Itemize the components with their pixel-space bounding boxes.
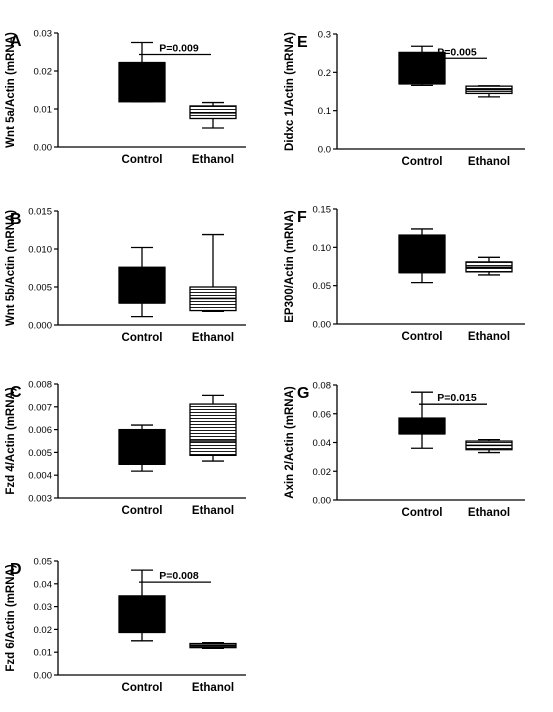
category-label: Control <box>122 332 163 344</box>
y-tick-label: 0.03 <box>34 602 53 613</box>
box-ethanol <box>189 233 237 312</box>
box-iqr <box>118 266 166 304</box>
y-tick-label: 0.04 <box>313 438 332 449</box>
y-tick-label: 0.3 <box>318 30 331 41</box>
box-iqr <box>398 234 446 274</box>
y-tick-label: 0.15 <box>313 205 332 216</box>
box-control <box>118 41 166 103</box>
panel-letter: G <box>297 385 309 402</box>
y-tick-label: 0.10 <box>313 243 332 254</box>
box-control <box>118 246 166 318</box>
box-control <box>398 228 446 284</box>
box-iqr <box>118 428 166 465</box>
y-tick-label: 0.015 <box>28 207 52 218</box>
y-tick-label: 0.005 <box>28 448 52 459</box>
box-iqr <box>189 403 237 457</box>
box-control <box>118 569 166 642</box>
panel-letter: F <box>297 209 307 226</box>
category-label: Control <box>122 682 163 694</box>
box-ethanol <box>465 438 513 454</box>
y-axis-title: Wnt 5b/Actin (mRNA) <box>5 210 17 326</box>
y-tick-label: 0.04 <box>34 579 53 590</box>
box-iqr <box>118 595 166 634</box>
panel-g: G 0.00 0.02 0.04 0.06 0.08 Axin 2/Actin (mRNA)… <box>284 381 525 519</box>
category-label: Ethanol <box>192 505 234 517</box>
y-axis-title: Fzd 6/Actin (mRNA) <box>5 564 17 672</box>
y-tick-label: 0.010 <box>28 245 52 256</box>
y-tick-label: 0.00 <box>313 320 332 331</box>
category-label: Ethanol <box>468 156 510 168</box>
y-tick-label: 0.0 <box>318 145 331 156</box>
box-ethanol <box>465 85 513 98</box>
y-tick-label: 0.06 <box>313 409 332 420</box>
p-value-label: P=0.015 <box>437 392 477 404</box>
category-label: Control <box>402 331 443 343</box>
box-control <box>118 424 166 472</box>
p-value-label: P=0.009 <box>159 43 199 55</box>
panel-f: F 0.00 0.05 0.10 0.15 EP300/Actin (mRNA) Contr… <box>284 205 525 343</box>
y-tick-label: 0.1 <box>318 106 331 117</box>
p-value-label: P=0.005 <box>437 46 477 58</box>
y-axis-title: Fzd 4/Actin (mRNA) <box>5 387 17 495</box>
box-iqr <box>398 417 446 435</box>
panel-letter: A <box>10 33 22 50</box>
y-tick-label: 0.02 <box>34 67 53 78</box>
y-tick-label: 0.05 <box>34 557 53 568</box>
y-tick-label: 0.2 <box>318 68 331 79</box>
y-axis-title: Wnt 5a/Actin (mRNA) <box>5 32 17 148</box>
box-ethanol <box>189 101 237 129</box>
y-tick-label: 0.02 <box>34 625 53 636</box>
y-tick-label: 0.006 <box>28 425 52 436</box>
panel-letter: B <box>10 211 22 228</box>
y-tick-label: 0.02 <box>313 467 332 478</box>
y-tick-label: 0.08 <box>313 381 332 392</box>
category-label: Ethanol <box>468 331 510 343</box>
y-tick-label: 0.01 <box>34 105 53 116</box>
y-tick-label: 0.00 <box>313 496 332 507</box>
y-tick-label: 0.008 <box>28 380 52 391</box>
box-ethanol <box>465 256 513 276</box>
box-iqr <box>118 61 166 103</box>
panel-c: C 0.003 0.004 0.005 0.006 0.007 0.008 Fzd 4/Act… <box>5 380 246 517</box>
panel-e: E 0.0 0.1 0.2 0.3 Didxc 1/Actin (mRNA) Control… <box>284 30 525 168</box>
category-label: Control <box>402 507 443 519</box>
box-ethanol <box>189 394 237 462</box>
panel-letter: C <box>10 384 22 401</box>
y-tick-label: 0.00 <box>34 143 53 154</box>
y-tick-label: 0.005 <box>28 283 52 294</box>
panel-letter: D <box>10 561 22 578</box>
category-label: Control <box>402 156 443 168</box>
panel-letter: E <box>297 34 308 51</box>
y-tick-label: 0.004 <box>28 471 52 482</box>
y-tick-label: 0.01 <box>34 648 53 659</box>
y-tick-label: 0.007 <box>28 402 52 413</box>
category-label: Ethanol <box>192 154 234 166</box>
y-tick-label: 0.003 <box>28 494 52 505</box>
category-label: Control <box>122 505 163 517</box>
y-tick-label: 0.05 <box>313 281 332 292</box>
category-label: Ethanol <box>192 332 234 344</box>
y-axis-title: Axin 2/Actin (mRNA) <box>284 386 296 499</box>
y-axis-title: EP300/Actin (mRNA) <box>284 210 296 323</box>
panel-a: A 0.00 0.01 0.02 0.03 Wnt 5a/Actin (mRNA) Cont… <box>5 29 246 166</box>
p-value-label: P=0.008 <box>159 570 199 582</box>
y-tick-label: 0.00 <box>34 671 53 682</box>
y-axis-title: Didxc 1/Actin (mRNA) <box>284 32 296 151</box>
category-label: Ethanol <box>192 682 234 694</box>
box-ethanol <box>189 641 237 649</box>
category-label: Ethanol <box>468 507 510 519</box>
y-tick-label: 0.000 <box>28 321 52 332</box>
y-tick-label: 0.03 <box>34 29 53 40</box>
panel-b: B 0.000 0.005 0.010 0.015 Wnt 5b/Actin (mRNA)… <box>5 207 246 344</box>
category-label: Control <box>122 154 163 166</box>
box-control <box>398 391 446 449</box>
panel-d: D 0.00 0.01 0.02 0.03 0.04 0.05 Fzd 6/Actin (mR… <box>5 557 246 694</box>
